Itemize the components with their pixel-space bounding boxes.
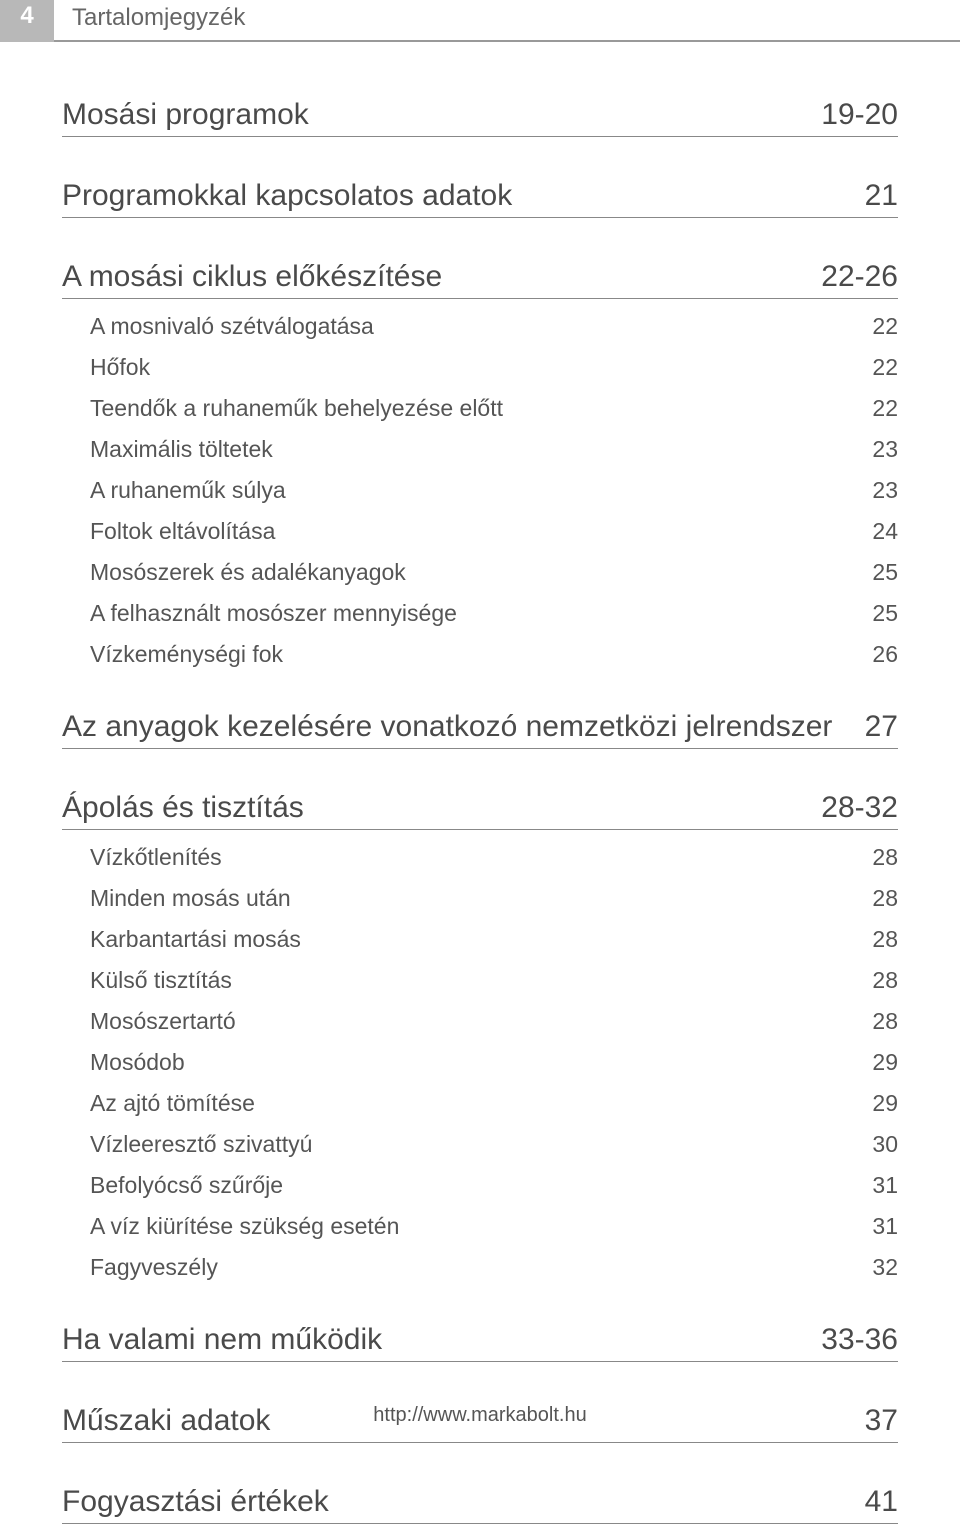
toc-page: 22 <box>872 354 898 381</box>
toc-page: 28 <box>872 926 898 953</box>
page-header: 4 Tartalomjegyzék <box>0 0 960 42</box>
toc-label: Fogyasztási értékek <box>62 1485 329 1519</box>
toc-label: Befolyócső szűrője <box>62 1172 283 1199</box>
toc-label: Ha valami nem működik <box>62 1323 382 1357</box>
toc-label: Vízkeménységi fok <box>62 641 283 668</box>
toc-section-row: Mosási programok 19-20 <box>62 98 898 137</box>
toc-sub-row: Teendők a ruhaneműk behelyezése előtt 22 <box>62 395 898 422</box>
toc-label: A mosnivaló szétválogatása <box>62 313 374 340</box>
toc-sub-row: Fagyveszély 32 <box>62 1254 898 1281</box>
toc-sub-row: Vízkőtlenítés 28 <box>62 844 898 871</box>
toc-sub-row: Befolyócső szűrője 31 <box>62 1172 898 1199</box>
toc-label: Foltok eltávolítása <box>62 518 275 545</box>
toc-sub-row: A víz kiürítése szükség esetén 31 <box>62 1213 898 1240</box>
toc-section-row: Ha valami nem működik 33-36 <box>62 1323 898 1362</box>
toc-page: 23 <box>872 436 898 463</box>
toc-label: Mosási programok <box>62 98 309 132</box>
toc-page: 28 <box>872 967 898 994</box>
toc-sub-row: Az ajtó tömítése 29 <box>62 1090 898 1117</box>
header-title: Tartalomjegyzék <box>54 0 960 42</box>
toc-page: 27 <box>865 710 898 744</box>
toc-sub-row: Vízleeresztő szivattyú 30 <box>62 1131 898 1158</box>
toc-label: Karbantartási mosás <box>62 926 301 953</box>
toc-page: 29 <box>872 1090 898 1117</box>
toc-label: Vízkőtlenítés <box>62 844 222 871</box>
toc-label: Maximális töltetek <box>62 436 273 463</box>
footer-url: http://www.markabolt.hu <box>0 1404 960 1427</box>
toc-label: Programokkal kapcsolatos adatok <box>62 179 512 213</box>
toc-sub-row: Minden mosás után 28 <box>62 885 898 912</box>
toc-sub-row: Foltok eltávolítása 24 <box>62 518 898 545</box>
toc-page: 33-36 <box>821 1323 898 1357</box>
toc-sub-row: Külső tisztítás 28 <box>62 967 898 994</box>
toc-page: 28 <box>872 1008 898 1035</box>
toc-sub-row: A felhasznált mosószer mennyisége 25 <box>62 600 898 627</box>
toc-page: 23 <box>872 477 898 504</box>
toc-page: 25 <box>872 559 898 586</box>
toc-sub-row: Maximális töltetek 23 <box>62 436 898 463</box>
toc-page: 22 <box>872 395 898 422</box>
toc-page: 28 <box>872 844 898 871</box>
toc-label: A víz kiürítése szükség esetén <box>62 1213 399 1240</box>
toc-sub-row: Karbantartási mosás 28 <box>62 926 898 953</box>
toc-sub-row: Mosószertartó 28 <box>62 1008 898 1035</box>
toc-page: 28 <box>872 885 898 912</box>
toc-label: Külső tisztítás <box>62 967 232 994</box>
toc-label: A mosási ciklus előkészítése <box>62 260 442 294</box>
toc-label: A felhasznált mosószer mennyisége <box>62 600 457 627</box>
toc-page: 24 <box>872 518 898 545</box>
toc-sub-row: Mosószerek és adalékanyagok 25 <box>62 559 898 586</box>
toc-section-row: Programokkal kapcsolatos adatok 21 <box>62 179 898 218</box>
toc-sub-row: Hőfok 22 <box>62 354 898 381</box>
page-number-box: 4 <box>0 0 54 42</box>
toc-label: A ruhaneműk súlya <box>62 477 286 504</box>
page-number: 4 <box>20 2 33 30</box>
toc-sub-row: A ruhaneműk súlya 23 <box>62 477 898 504</box>
toc-label: Mosószerek és adalékanyagok <box>62 559 406 586</box>
toc-label: Az ajtó tömítése <box>62 1090 255 1117</box>
toc-page: 21 <box>865 179 898 213</box>
toc-label: Hőfok <box>62 354 150 381</box>
toc-page: 25 <box>872 600 898 627</box>
toc-page: 32 <box>872 1254 898 1281</box>
toc-sub-row: Mosódob 29 <box>62 1049 898 1076</box>
toc-page: 22-26 <box>821 260 898 294</box>
toc-label: Fagyveszély <box>62 1254 218 1281</box>
toc-page: 29 <box>872 1049 898 1076</box>
toc-page: 22 <box>872 313 898 340</box>
toc-section-row: Ápolás és tisztítás 28-32 <box>62 791 898 830</box>
toc-page: 31 <box>872 1172 898 1199</box>
toc-label: Mosószertartó <box>62 1008 236 1035</box>
toc-label: Minden mosás után <box>62 885 291 912</box>
toc-content: Mosási programok 19-20 Programokkal kapcso… <box>0 50 960 1524</box>
toc-page: 31 <box>872 1213 898 1240</box>
toc-page: 28-32 <box>821 791 898 825</box>
toc-label: Vízleeresztő szivattyú <box>62 1131 312 1158</box>
toc-label: Mosódob <box>62 1049 185 1076</box>
toc-section-row: A mosási ciklus előkészítése 22-26 <box>62 260 898 299</box>
toc-page: 30 <box>872 1131 898 1158</box>
toc-page: 19-20 <box>821 98 898 132</box>
toc-section-row: Fogyasztási értékek 41 <box>62 1485 898 1524</box>
toc-section-row: Az anyagok kezelésére vonatkozó nemzetkö… <box>62 710 898 749</box>
toc-sub-row: Vízkeménységi fok 26 <box>62 641 898 668</box>
toc-page: 26 <box>872 641 898 668</box>
toc-label: Ápolás és tisztítás <box>62 791 304 825</box>
toc-sub-row: A mosnivaló szétválogatása 22 <box>62 313 898 340</box>
toc-label: Teendők a ruhaneműk behelyezése előtt <box>62 395 503 422</box>
toc-label: Az anyagok kezelésére vonatkozó nemzetkö… <box>62 710 832 744</box>
toc-page: 41 <box>865 1485 898 1519</box>
